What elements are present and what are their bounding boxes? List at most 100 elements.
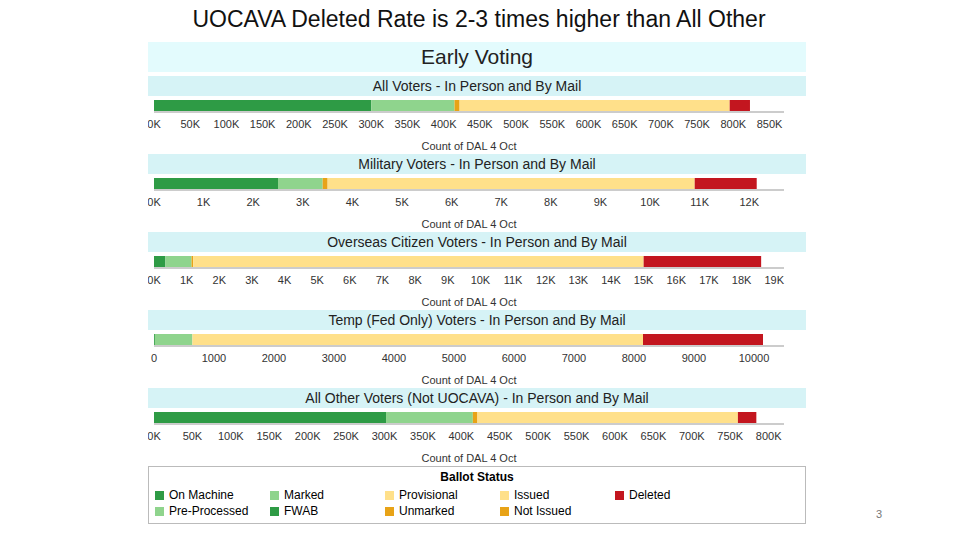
svg-text:450K: 450K bbox=[487, 430, 513, 442]
svg-text:9K: 9K bbox=[441, 274, 455, 286]
svg-text:14K: 14K bbox=[601, 274, 621, 286]
svg-text:Count of DAL 4 Oct: Count of DAL 4 Oct bbox=[422, 452, 517, 464]
svg-text:Count of DAL 4 Oct: Count of DAL 4 Oct bbox=[422, 140, 517, 152]
svg-text:700K: 700K bbox=[679, 430, 705, 442]
svg-text:350K: 350K bbox=[410, 430, 436, 442]
svg-text:0K: 0K bbox=[148, 196, 161, 208]
svg-text:400K: 400K bbox=[448, 430, 474, 442]
svg-text:18K: 18K bbox=[732, 274, 752, 286]
svg-text:8K: 8K bbox=[544, 196, 558, 208]
html-text:FWAB: FWAB bbox=[284, 504, 319, 518]
svg-text:11K: 11K bbox=[504, 274, 523, 286]
svg-text:50K: 50K bbox=[183, 430, 203, 442]
svg-text:550K: 550K bbox=[539, 118, 565, 130]
svg-text:750K: 750K bbox=[684, 118, 710, 130]
svg-text:3K: 3K bbox=[296, 196, 310, 208]
svg-text:400K: 400K bbox=[431, 118, 457, 130]
svg-text:300K: 300K bbox=[358, 118, 384, 130]
svg-text:800K: 800K bbox=[756, 430, 782, 442]
svg-text:12K: 12K bbox=[536, 274, 556, 286]
svg-text:Count of DAL 4 Oct: Count of DAL 4 Oct bbox=[422, 374, 517, 386]
svg-text:7000: 7000 bbox=[562, 352, 586, 364]
svg-text:600K: 600K bbox=[602, 430, 628, 442]
html-text:UOCAVA Deleted Rate is 2-3 tim: UOCAVA Deleted Rate is 2-3 times higher … bbox=[192, 6, 766, 32]
svg-text:6K: 6K bbox=[445, 196, 459, 208]
svg-text:150K: 150K bbox=[250, 118, 276, 130]
svg-text:800K: 800K bbox=[720, 118, 746, 130]
svg-text:250K: 250K bbox=[333, 430, 359, 442]
svg-text:6000: 6000 bbox=[502, 352, 526, 364]
html-text:All Other Voters (Not UOCAVA): All Other Voters (Not UOCAVA) - In Perso… bbox=[305, 390, 649, 406]
svg-text:700K: 700K bbox=[648, 118, 674, 130]
html-text:Ballot Status: Ballot Status bbox=[440, 470, 514, 484]
html-text:Marked: Marked bbox=[284, 488, 324, 502]
svg-text:5K: 5K bbox=[395, 196, 409, 208]
svg-text:9000: 9000 bbox=[682, 352, 706, 364]
svg-text:550K: 550K bbox=[564, 430, 590, 442]
html-text:Early Voting: Early Voting bbox=[421, 45, 533, 68]
svg-text:8K: 8K bbox=[408, 274, 422, 286]
svg-text:5000: 5000 bbox=[442, 352, 466, 364]
svg-text:10K: 10K bbox=[471, 274, 491, 286]
svg-text:0K: 0K bbox=[148, 118, 161, 130]
html-text:Pre-Processed: Pre-Processed bbox=[169, 504, 249, 518]
svg-text:750K: 750K bbox=[717, 430, 743, 442]
svg-text:15K: 15K bbox=[634, 274, 654, 286]
svg-text:1K: 1K bbox=[197, 196, 211, 208]
svg-text:450K: 450K bbox=[467, 118, 493, 130]
svg-text:3000: 3000 bbox=[322, 352, 346, 364]
svg-text:7K: 7K bbox=[376, 274, 390, 286]
svg-text:650K: 650K bbox=[612, 118, 638, 130]
html-text:All Voters - In Person and By: All Voters - In Person and By Mail bbox=[372, 78, 582, 94]
svg-text:250K: 250K bbox=[322, 118, 348, 130]
svg-text:500K: 500K bbox=[525, 430, 551, 442]
svg-text:12K: 12K bbox=[739, 196, 759, 208]
svg-text:6K: 6K bbox=[343, 274, 357, 286]
svg-text:50K: 50K bbox=[180, 118, 200, 130]
svg-text:17K: 17K bbox=[699, 274, 719, 286]
svg-text:8000: 8000 bbox=[622, 352, 646, 364]
svg-text:150K: 150K bbox=[256, 430, 282, 442]
svg-text:2K: 2K bbox=[246, 196, 260, 208]
svg-text:2000: 2000 bbox=[262, 352, 286, 364]
svg-text:500K: 500K bbox=[503, 118, 529, 130]
svg-text:4K: 4K bbox=[346, 196, 360, 208]
svg-text:300K: 300K bbox=[372, 430, 398, 442]
svg-text:2K: 2K bbox=[213, 274, 227, 286]
svg-text:200K: 200K bbox=[286, 118, 312, 130]
svg-text:Count of DAL 4 Oct: Count of DAL 4 Oct bbox=[422, 296, 517, 308]
html-text:Overseas Citizen Voters - In P: Overseas Citizen Voters - In Person and … bbox=[327, 234, 627, 250]
html-text:On Machine: On Machine bbox=[169, 488, 234, 502]
html-text:Issued: Issued bbox=[514, 488, 550, 502]
svg-text:200K: 200K bbox=[295, 430, 321, 442]
html-text:Provisional: Provisional bbox=[399, 488, 458, 502]
html-text:Not Issued: Not Issued bbox=[514, 504, 572, 518]
svg-text:4000: 4000 bbox=[382, 352, 406, 364]
svg-text:100K: 100K bbox=[214, 118, 240, 130]
svg-text:19K: 19K bbox=[764, 274, 784, 286]
svg-text:11K: 11K bbox=[690, 196, 709, 208]
svg-text:650K: 650K bbox=[641, 430, 667, 442]
svg-text:10000: 10000 bbox=[739, 352, 770, 364]
svg-text:0K: 0K bbox=[148, 274, 161, 286]
svg-text:1K: 1K bbox=[180, 274, 194, 286]
html-text:Unmarked: Unmarked bbox=[399, 504, 455, 518]
svg-text:100K: 100K bbox=[218, 430, 244, 442]
svg-text:0: 0 bbox=[151, 352, 157, 364]
html-text:Temp (Fed Only) Voters - In Pe: Temp (Fed Only) Voters - In Person and B… bbox=[328, 312, 626, 328]
svg-text:4K: 4K bbox=[278, 274, 292, 286]
svg-text:13K: 13K bbox=[569, 274, 589, 286]
svg-text:600K: 600K bbox=[576, 118, 602, 130]
svg-text:10K: 10K bbox=[640, 196, 660, 208]
html-text:Military Voters - In Person an: Military Voters - In Person and By Mail bbox=[358, 156, 596, 172]
svg-text:850K: 850K bbox=[757, 118, 783, 130]
svg-text:Count of DAL 4 Oct: Count of DAL 4 Oct bbox=[422, 218, 517, 230]
svg-text:16K: 16K bbox=[666, 274, 686, 286]
svg-text:7K: 7K bbox=[495, 196, 509, 208]
svg-text:3K: 3K bbox=[245, 274, 259, 286]
svg-text:5K: 5K bbox=[310, 274, 324, 286]
svg-text:350K: 350K bbox=[395, 118, 421, 130]
svg-text:1000: 1000 bbox=[202, 352, 226, 364]
svg-text:9K: 9K bbox=[594, 196, 608, 208]
svg-text:0K: 0K bbox=[148, 430, 161, 442]
